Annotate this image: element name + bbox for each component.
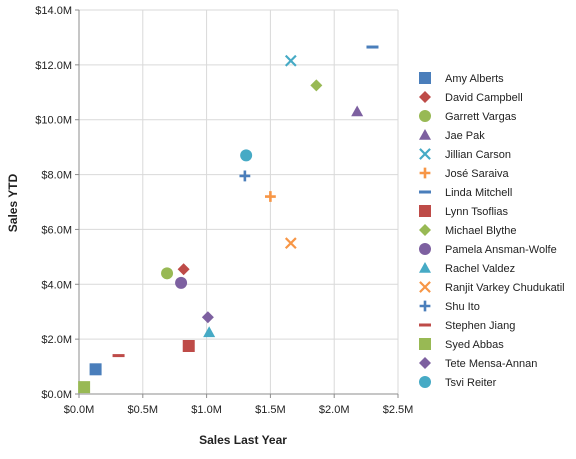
grid — [78, 9, 399, 395]
legend-item: Pamela Ansman-Wolfe — [419, 243, 557, 256]
data-point — [310, 79, 323, 92]
data-point — [89, 363, 102, 376]
y-tick-label: $12.0M — [35, 60, 72, 72]
legend-item: Syed Abbas — [419, 338, 504, 351]
legend-item: Tsvi Reiter — [419, 376, 497, 389]
legend-label: Amy Alberts — [445, 73, 504, 85]
x-tick-label: $2.5M — [383, 404, 414, 416]
legend-marker — [419, 323, 431, 327]
data-point — [112, 354, 125, 358]
data-point — [161, 267, 174, 280]
y-tick-label: $0.0M — [41, 389, 72, 401]
legend-label: Lynn Tsoflias — [445, 206, 508, 218]
axes: $0.0M $0.5M $1.0M $1.5M $2.0M $2.5M $0.0M $2.0M… — [35, 5, 413, 416]
legend-marker — [419, 110, 431, 122]
legend-marker — [419, 205, 431, 217]
legend-label: Ranjit Varkey Chudukatil — [445, 282, 565, 294]
data-point — [203, 326, 216, 338]
legend-item: David Campbell — [419, 91, 523, 104]
legend-marker — [419, 190, 431, 194]
legend-marker — [419, 338, 431, 350]
y-tick-label: $4.0M — [41, 279, 72, 291]
data-point — [284, 237, 297, 250]
legend: Amy Alberts David Campbell Garrett Vargas J… — [419, 72, 565, 389]
y-tick-label: $2.0M — [41, 334, 72, 346]
legend-item: Stephen Jiang — [419, 320, 515, 332]
legend-item: Michael Blythe — [419, 224, 517, 237]
data-points — [78, 45, 379, 394]
x-tick-label: $2.0M — [319, 404, 350, 416]
data-point — [265, 191, 276, 202]
legend-item: Shu Ito — [419, 300, 480, 313]
y-tick-label: $10.0M — [35, 115, 72, 127]
legend-item: Jillian Carson — [419, 148, 511, 161]
legend-item: Linda Mitchell — [419, 187, 512, 199]
data-point — [78, 381, 91, 394]
legend-marker — [419, 281, 431, 293]
legend-item: Amy Alberts — [419, 72, 504, 85]
legend-label: Syed Abbas — [445, 339, 504, 351]
x-tick-label: $1.0M — [191, 404, 222, 416]
legend-marker — [419, 300, 431, 312]
data-point — [201, 311, 214, 324]
y-tick-label: $14.0M — [35, 5, 72, 17]
legend-marker — [419, 167, 431, 179]
legend-marker — [419, 262, 431, 273]
data-point — [182, 340, 195, 352]
x-tick-label: $0.0M — [64, 404, 95, 416]
legend-label: David Campbell — [445, 92, 523, 104]
legend-marker — [419, 357, 431, 369]
y-axis-title: Sales YTD — [6, 173, 20, 232]
legend-marker — [419, 376, 431, 388]
x-axis-title: Sales Last Year — [199, 433, 287, 447]
legend-label: Shu Ito — [445, 301, 480, 313]
legend-item: Jae Pak — [419, 129, 485, 142]
data-point — [177, 263, 190, 276]
legend-label: Tsvi Reiter — [445, 377, 497, 389]
data-point — [366, 45, 379, 49]
legend-label: Rachel Valdez — [445, 263, 515, 275]
legend-label: Linda Mitchell — [445, 187, 512, 199]
legend-marker — [419, 243, 431, 255]
legend-label: José Saraiva — [445, 168, 509, 180]
legend-marker — [419, 148, 431, 160]
legend-label: Jillian Carson — [445, 149, 511, 161]
data-point — [284, 54, 297, 67]
data-point — [240, 149, 253, 162]
data-point — [175, 276, 188, 289]
legend-marker — [419, 91, 431, 103]
legend-marker — [419, 72, 431, 84]
legend-item: Garrett Vargas — [419, 110, 517, 123]
legend-label: Tete Mensa-Annan — [445, 358, 537, 370]
legend-marker — [419, 129, 431, 140]
legend-item: Lynn Tsoflias — [419, 205, 508, 218]
legend-label: Jae Pak — [445, 130, 485, 142]
y-tick-label: $8.0M — [41, 170, 72, 182]
legend-label: Michael Blythe — [445, 225, 517, 237]
x-tick-label: $1.5M — [255, 404, 286, 416]
legend-item: Ranjit Varkey Chudukatil — [419, 281, 565, 294]
x-tick-label: $0.5M — [128, 404, 159, 416]
legend-label: Garrett Vargas — [445, 111, 517, 123]
legend-marker — [419, 224, 431, 236]
data-point — [239, 170, 251, 182]
data-point — [351, 105, 364, 117]
legend-label: Pamela Ansman-Wolfe — [445, 244, 557, 256]
legend-item: José Saraiva — [419, 167, 509, 180]
legend-item: Tete Mensa-Annan — [419, 357, 537, 370]
y-tick-label: $6.0M — [41, 224, 72, 236]
legend-label: Stephen Jiang — [445, 320, 515, 332]
legend-item: Rachel Valdez — [419, 262, 515, 275]
